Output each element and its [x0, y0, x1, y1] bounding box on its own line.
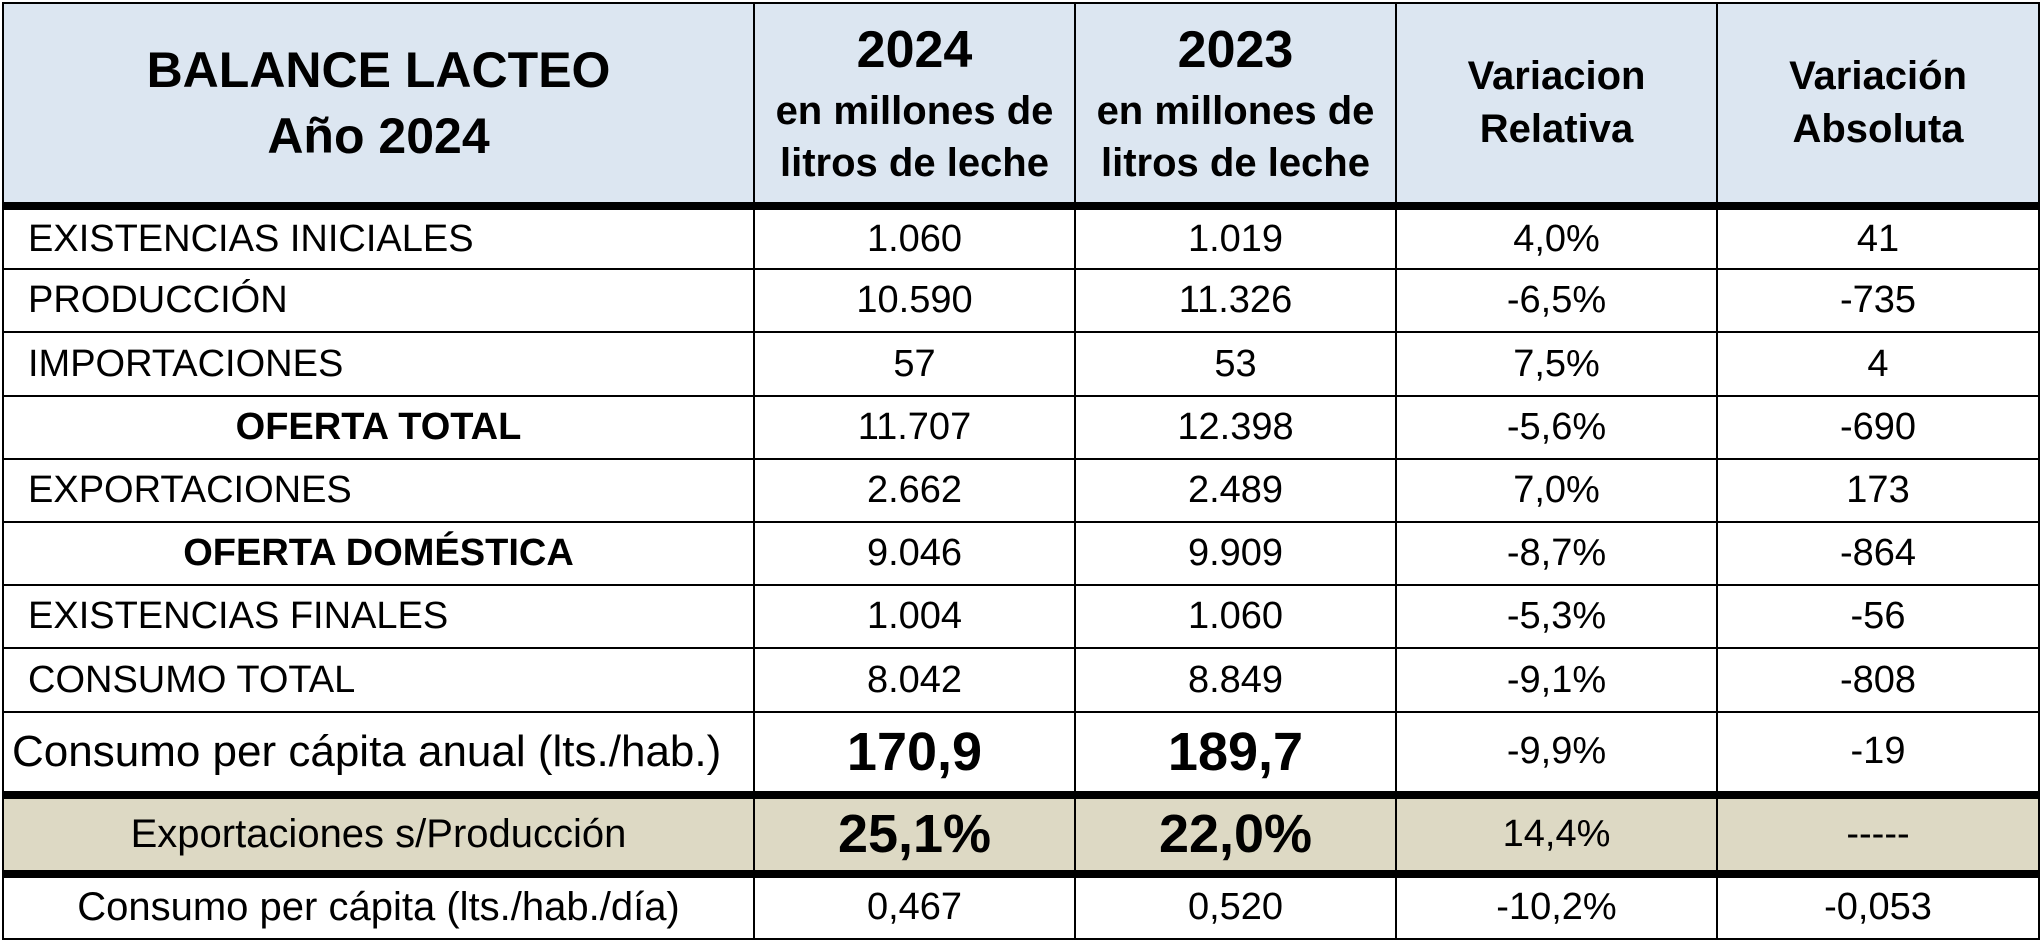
row-label: OFERTA TOTAL [2, 394, 755, 460]
value-2023: 12.398 [1074, 394, 1397, 460]
exports-ratio-2024: 25,1% [753, 794, 1076, 878]
row-label: IMPORTACIONES [2, 331, 755, 397]
value-2024: 10.590 [753, 268, 1076, 334]
per-capita-row: Consumo per cápita anual (lts./hab.) 170… [2, 710, 2040, 800]
absolute-line-1: Variación [1789, 54, 1967, 99]
row-label: PRODUCCIÓN [2, 268, 755, 334]
exports-ratio-2023: 22,0% [1074, 794, 1397, 878]
column-2023-unit: en millones de litros de leche [1096, 88, 1375, 186]
relative-line-2: Relativa [1479, 107, 1634, 151]
value-2023: 8.849 [1074, 647, 1397, 713]
daily-consumption-label: Consumo per cápita (lts./hab./día) [2, 872, 755, 941]
absolute-line-2: Absoluta [1792, 107, 1964, 151]
column-2023-year: 2023 [1177, 20, 1294, 79]
exports-ratio-absolute: ----- [1716, 794, 2040, 878]
per-capita-label: Consumo per cápita anual (lts./hab.) [2, 710, 755, 800]
column-2024-year: 2024 [856, 20, 973, 79]
value-2023: 53 [1074, 331, 1397, 397]
table-row: CONSUMO TOTAL 8.042 8.849 -9,1% -808 [2, 647, 2040, 713]
exports-ratio-row: Exportaciones s/Producción 25,1% 22,0% 1… [2, 794, 2040, 878]
daily-consumption-absolute: -0,053 [1716, 872, 2040, 941]
row-label: CONSUMO TOTAL [2, 647, 755, 713]
row-label: EXISTENCIAS INICIALES [2, 204, 755, 271]
column-header-absolute: Variación Absoluta [1716, 2, 2040, 210]
absolute-variation: 173 [1716, 457, 2040, 524]
relative-variation: -5,3% [1395, 584, 1718, 650]
value-2024: 8.042 [753, 647, 1076, 713]
row-label: EXPORTACIONES [2, 457, 755, 524]
absolute-variation: -735 [1716, 268, 2040, 334]
per-capita-relative: -9,9% [1395, 710, 1718, 800]
relative-variation: -8,7% [1395, 521, 1718, 587]
table-row: OFERTA DOMÉSTICA 9.046 9.909 -8,7% -864 [2, 521, 2040, 587]
relative-variation: -5,6% [1395, 394, 1718, 460]
column-header-2024: 2024 en millones de litros de leche [753, 2, 1076, 210]
daily-consumption-relative: -10,2% [1395, 872, 1718, 941]
value-2024: 9.046 [753, 521, 1076, 587]
exports-ratio-label: Exportaciones s/Producción [2, 794, 755, 878]
row-label: OFERTA DOMÉSTICA [2, 521, 755, 587]
table-row: EXISTENCIAS FINALES 1.004 1.060 -5,3% -5… [2, 584, 2040, 650]
value-2024: 2.662 [753, 457, 1076, 524]
table-row: IMPORTACIONES 57 53 7,5% 4 [2, 331, 2040, 397]
value-2023: 1.019 [1074, 204, 1397, 271]
column-header-relative: Variacion Relativa [1395, 2, 1718, 210]
exports-ratio-relative: 14,4% [1395, 794, 1718, 878]
title-line-1: BALANCE LACTEO [146, 42, 611, 98]
per-capita-2024: 170,9 [753, 710, 1076, 800]
value-2024: 1.004 [753, 584, 1076, 650]
relative-variation: -6,5% [1395, 268, 1718, 334]
absolute-variation: -690 [1716, 394, 2040, 460]
absolute-variation: -56 [1716, 584, 2040, 650]
row-label: EXISTENCIAS FINALES [2, 584, 755, 650]
daily-consumption-2024: 0,467 [753, 872, 1076, 941]
relative-variation: 7,0% [1395, 457, 1718, 524]
daily-consumption-row: Consumo per cápita (lts./hab./día) 0,467… [2, 872, 2040, 941]
value-2024: 11.707 [753, 394, 1076, 460]
column-header-2023: 2023 en millones de litros de leche [1074, 2, 1397, 210]
value-2023: 9.909 [1074, 521, 1397, 587]
daily-consumption-2023: 0,520 [1074, 872, 1397, 941]
value-2023: 11.326 [1074, 268, 1397, 334]
value-2023: 1.060 [1074, 584, 1397, 650]
absolute-variation: 41 [1716, 204, 2040, 271]
absolute-variation: -808 [1716, 647, 2040, 713]
table-row: OFERTA TOTAL 11.707 12.398 -5,6% -690 [2, 394, 2040, 460]
per-capita-absolute: -19 [1716, 710, 2040, 800]
per-capita-2023: 189,7 [1074, 710, 1397, 800]
absolute-variation: -864 [1716, 521, 2040, 587]
table-row: EXPORTACIONES 2.662 2.489 7,0% 173 [2, 457, 2040, 524]
relative-variation: 7,5% [1395, 331, 1718, 397]
title-line-2: Año 2024 [267, 108, 490, 164]
table-row: EXISTENCIAS INICIALES 1.060 1.019 4,0% 4… [2, 204, 2040, 271]
relative-variation: 4,0% [1395, 204, 1718, 271]
value-2024: 57 [753, 331, 1076, 397]
value-2023: 2.489 [1074, 457, 1397, 524]
header-row: BALANCE LACTEO Año 2024 2024 en millones… [2, 2, 2040, 210]
table-title: BALANCE LACTEO Año 2024 [2, 2, 755, 210]
absolute-variation: 4 [1716, 331, 2040, 397]
relative-line-1: Variacion [1467, 54, 1646, 99]
column-2024-unit: en millones de litros de leche [775, 88, 1054, 186]
value-2024: 1.060 [753, 204, 1076, 271]
relative-variation: -9,1% [1395, 647, 1718, 713]
table-row: PRODUCCIÓN 10.590 11.326 -6,5% -735 [2, 268, 2040, 334]
